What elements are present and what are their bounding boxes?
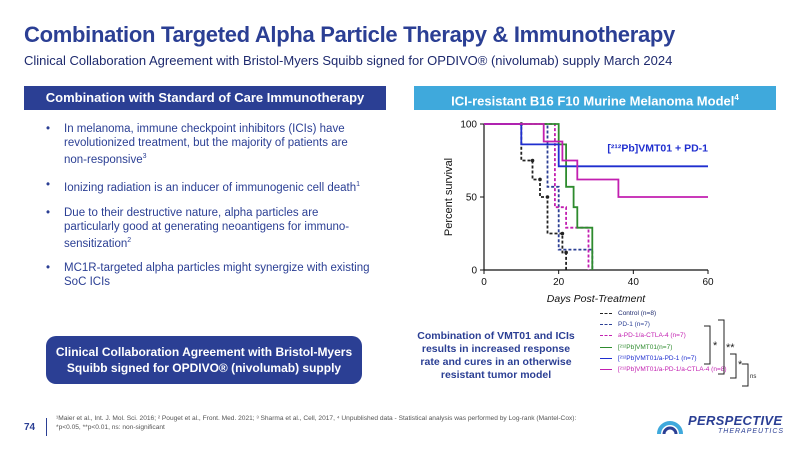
censor-marker [564,250,568,255]
company-logo: PERSPECTIVE THERAPEUTICS [656,410,786,440]
censor-marker [530,158,535,163]
legend-label: a-PD-1/a-CTLA-4 (n=7) [618,332,686,340]
survival-curve-6 [484,123,708,198]
right-panel-header: ICI-resistant B16 F10 Murine Melanoma Mo… [414,86,776,110]
bullet-item: Ionizing radiation is an inducer of immu… [44,178,374,195]
slide-title: Combination Targeted Alpha Particle Ther… [24,22,675,47]
legend-item: [²¹²Pb]VMT01/a-PD-1/a-CTLA-4 (n=8) [598,364,727,375]
legend-label: [²¹²Pb]VMT01(n=7) [618,343,673,351]
bullet-text: Due to their destructive nature, alpha p… [64,206,350,250]
right-panel-header-ref: 4 [734,93,739,102]
bracket-2 [718,319,725,375]
x-axis-label: Days Post-Treatment [547,293,646,305]
left-panel-header: Combination with Standard of Care Immuno… [24,86,386,110]
x-tick-label: 20 [553,277,565,288]
legend-item: [²¹²Pb]VMT01(n=7) [598,342,727,353]
combination-note: Combination of VMT01 and ICIs results in… [417,330,575,381]
survival-curve-2 [484,123,594,270]
bullet-item: MC1R-targeted alpha particles might syne… [44,261,374,289]
survival-chart: 0 20 40 60 0 50 100 Percent survival Days Post-T… [443,120,714,306]
bullet-ref: 1 [356,180,361,188]
x-tick-label: 60 [702,277,714,288]
bullet-ref: 3 [142,153,147,160]
survival-curve-4 [484,123,594,270]
y-tick-label: 0 [471,266,477,277]
x-tick-label: 0 [481,277,487,288]
logo-mark-icon [657,421,683,435]
legend-swatch [600,324,612,326]
sig-3: * [738,359,743,371]
footnote: ¹Maier et al., Int. J. Mol. Sci. 2016; ²… [56,414,636,432]
legend-swatch [600,357,612,359]
censor-marker [560,231,565,236]
survival-curve-1 [484,123,567,270]
legend-swatch [600,313,612,314]
bullet-list: In melanoma, immune checkpoint inhibitor… [44,122,374,300]
legend-item: a-PD-1/a-CTLA-4 (n=7) [598,330,727,341]
bracket-4 [742,363,749,387]
bracket-3 [730,353,737,379]
legend-item: Control (n=8) [598,308,727,319]
y-tick-label: 100 [460,120,477,131]
bracket-1 [704,325,711,365]
footnote-line2: *p<0.05, **p<0.01, ns: non-significant [56,424,165,431]
sig-1: * [713,340,718,352]
bullet-item: In melanoma, immune checkpoint inhibitor… [44,122,374,167]
sig-2: ** [726,342,735,354]
slide-subtitle: Clinical Collaboration Agreement with Br… [24,53,673,68]
y-tick-label: 50 [466,193,478,204]
chart-legend: Control (n=8) PD-1 (n=7) a-PD-1/a-CTLA-4 (… [598,308,727,375]
page-number: 74 [24,422,36,433]
bullet-ref: 2 [127,236,132,244]
right-panel-header-text: ICI-resistant B16 F10 Murine Melanoma Mo… [451,93,735,109]
sig-4: ns [750,374,756,380]
significance-brackets: * ** * ns [704,319,756,387]
legend-label: Control (n=8) [618,310,657,317]
y-axis-label: Percent survival [443,158,455,236]
collaboration-callout-line1: Clinical Collaboration Agreement with Br… [55,345,353,359]
censor-marker [538,177,542,182]
legend-item: PD-1 (n=7) [598,319,727,330]
censor-marker [545,195,550,199]
legend-swatch [600,368,612,370]
footer-divider [46,418,47,436]
legend-label: PD-1 (n=7) [618,321,650,329]
x-tick-label: 40 [628,277,640,288]
bullet-text: Ionizing radiation is an inducer of immu… [64,181,357,194]
legend-label: [²¹²Pb]VMT01/a-PD-1/a-CTLA-4 (n=8) [618,365,727,373]
logo-subtitle: THERAPEUTICS [718,428,785,435]
footnote-line1: ¹Maier et al., Int. J. Mol. Sci. 2016; ²… [56,415,577,422]
bullet-text: MC1R-targeted alpha particles might syne… [64,262,370,289]
legend-label: [²¹²Pb]VMT01/a-PD-1 (n=7) [618,354,697,362]
legend-swatch [600,335,612,337]
collaboration-callout: Clinical Collaboration Agreement with Br… [46,336,362,384]
bullet-text: In melanoma, immune checkpoint inhibitor… [64,123,348,166]
collaboration-callout-line2: Squibb signed for OPDIVO® (nivolumab) su… [66,361,342,375]
legend-swatch [600,346,612,348]
chart-annotation: [²¹²Pb]VMT01 + PD-1 [607,143,708,155]
bullet-item: Due to their destructive nature, alpha p… [44,206,374,251]
legend-item: [²¹²Pb]VMT01/a-PD-1 (n=7) [598,353,727,364]
logo-name: PERSPECTIVE [688,413,783,428]
